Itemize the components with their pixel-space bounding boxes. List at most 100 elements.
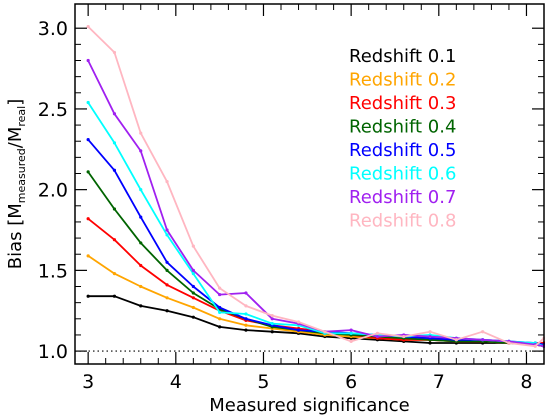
y-axis-title: Bias [Mmeasured/Mreal] — [5, 99, 28, 270]
series-point — [507, 341, 511, 345]
series-point — [349, 339, 353, 343]
y-axis-title-suffix: ] — [5, 99, 26, 106]
series-point — [165, 309, 169, 313]
series-point — [375, 334, 380, 339]
series-point — [270, 330, 274, 334]
series-point — [481, 330, 485, 334]
y-tick-label: 1.0 — [38, 341, 68, 363]
series-point — [244, 304, 248, 308]
y-tick-label: 1.5 — [38, 260, 68, 282]
series-point — [191, 284, 195, 289]
series-point — [86, 25, 90, 29]
series-point — [112, 271, 117, 276]
series-point — [191, 244, 195, 248]
plot-frame — [74, 3, 545, 365]
series-point — [191, 291, 195, 295]
series-point — [244, 312, 248, 316]
legend-entry-1: Redshift 0.1 — [349, 46, 456, 67]
series-point — [139, 263, 143, 268]
y-axis-title-sub1: measured — [15, 148, 28, 203]
series-point — [139, 131, 143, 135]
series-point — [165, 283, 169, 287]
series-line-8 — [87, 25, 545, 348]
x-tick-label: 7 — [433, 371, 445, 393]
series-point — [165, 233, 169, 237]
series-point — [139, 149, 143, 153]
series-point — [86, 100, 90, 105]
series-point — [191, 271, 195, 276]
series-point — [191, 315, 195, 319]
series-point — [244, 291, 248, 295]
series-point — [375, 331, 380, 335]
series-point — [244, 328, 248, 332]
series-point — [428, 341, 432, 345]
series-point — [165, 268, 169, 272]
series-point — [112, 238, 117, 242]
series-point — [112, 112, 117, 116]
x-tick-label: 4 — [170, 371, 182, 393]
series-point — [533, 344, 537, 348]
series-point — [428, 334, 432, 339]
axis-ticks — [75, 4, 544, 364]
series-point — [139, 241, 143, 245]
series-point — [481, 338, 485, 342]
tick-labels: 3 4 5 6 7 8 1.0 1.5 2.0 2.5 3.0 — [38, 18, 533, 393]
series-line-3 — [87, 217, 544, 344]
series-point — [139, 188, 143, 192]
series-point — [244, 323, 248, 327]
series-line-5 — [87, 139, 545, 346]
x-tick-label: 8 — [520, 371, 532, 393]
legend-entry-6: Redshift 0.6 — [349, 164, 456, 185]
legend-entry-5: Redshift 0.5 — [349, 140, 456, 161]
series-point — [218, 292, 222, 297]
series-point — [139, 284, 143, 289]
series-point — [296, 328, 301, 332]
series-point — [86, 170, 90, 174]
series-point — [165, 179, 169, 184]
series-point — [270, 322, 274, 326]
x-tick-label: 6 — [345, 371, 357, 393]
series-point — [112, 141, 117, 145]
series-point — [296, 320, 301, 324]
series-point — [323, 330, 327, 334]
y-axis-title-sub2: real — [15, 106, 28, 127]
series-point — [402, 334, 406, 339]
series-point — [270, 317, 274, 321]
series-layer — [86, 25, 545, 348]
series-point — [191, 296, 195, 300]
series-point — [349, 328, 353, 332]
y-tick-label: 2.0 — [38, 180, 68, 202]
legend-entry-2: Redshift 0.2 — [349, 70, 456, 91]
y-axis-title-mid: /M — [5, 127, 26, 149]
series-line-1 — [88, 295, 545, 346]
series-point — [165, 260, 169, 264]
series-point — [112, 294, 117, 298]
series-point — [349, 331, 353, 335]
series-point — [86, 58, 90, 63]
y-axis-title-prefix: Bias [M — [5, 203, 26, 269]
x-tick-label: 3 — [82, 371, 94, 393]
series-point — [86, 294, 90, 298]
series-point — [244, 317, 248, 321]
series-point — [428, 330, 432, 334]
series-point — [139, 304, 143, 308]
series-point — [191, 305, 195, 310]
legend-entry-3: Redshift 0.3 — [349, 93, 456, 114]
series-point — [218, 286, 222, 290]
series-point — [191, 268, 195, 272]
series-point — [112, 207, 117, 211]
series-line-7 — [87, 60, 545, 348]
x-tick-label: 5 — [257, 371, 269, 393]
series-point — [218, 310, 222, 314]
legend-entry-8: Redshift 0.8 — [349, 211, 456, 232]
legend-entry-4: Redshift 0.4 — [349, 117, 456, 138]
series-point — [112, 168, 117, 172]
series-point — [86, 138, 90, 142]
y-tick-label: 3.0 — [38, 18, 68, 40]
series-point — [165, 296, 169, 300]
series-point — [218, 317, 222, 321]
series-point — [139, 215, 143, 219]
series-point — [112, 50, 117, 55]
